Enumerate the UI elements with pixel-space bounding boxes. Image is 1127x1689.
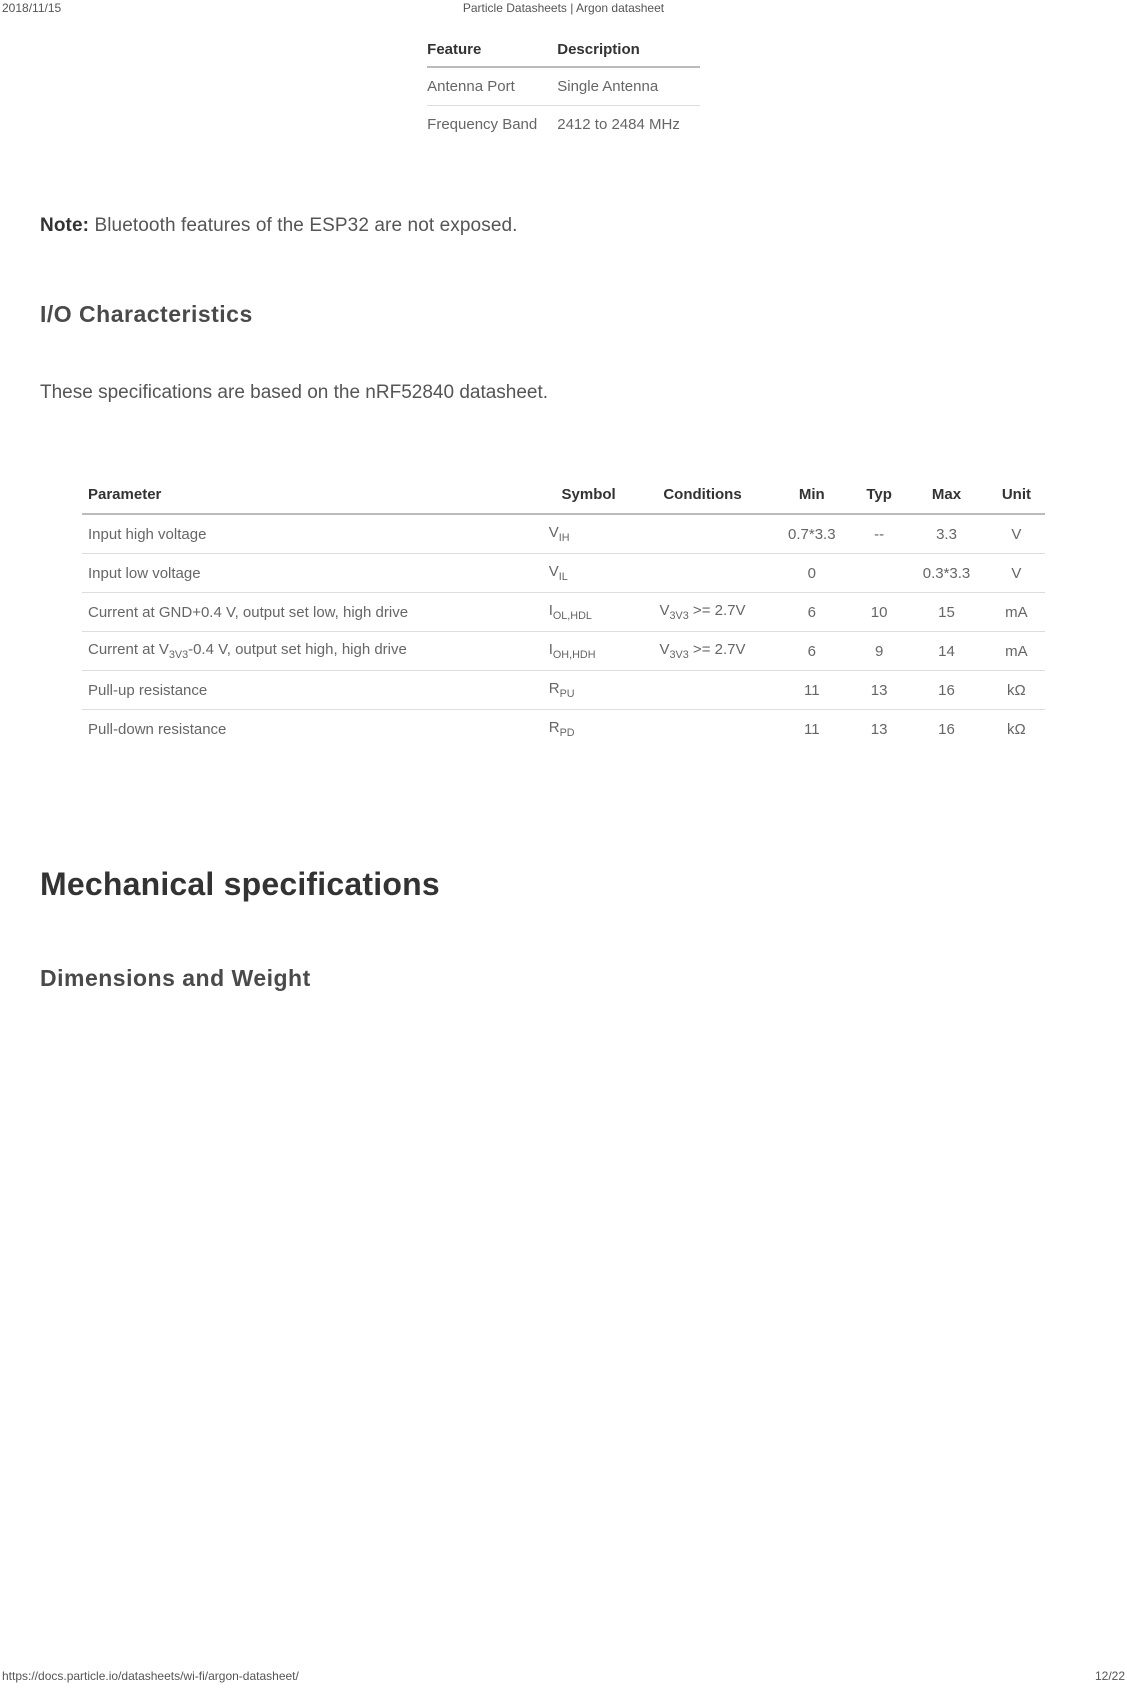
table-row: Current at V3V3-0.4 V, output set high, … [82, 632, 1045, 671]
header-title: Particle Datasheets | Argon datasheet [463, 1, 664, 15]
typ-cell: 13 [853, 710, 905, 749]
mechanical-spec-heading: Mechanical specifications [40, 866, 1087, 903]
table-row: Input high voltageVIH 0.7*3.3--3.3V [82, 514, 1045, 554]
symbol-cell: VIL [543, 554, 635, 593]
description-cell: Single Antenna [557, 67, 700, 106]
footer-page: 12/22 [1095, 1669, 1125, 1683]
table-row: Antenna Port Single Antenna [427, 67, 700, 106]
typ-cell: 10 [853, 593, 905, 632]
table-row: Current at GND+0.4 V, output set low, hi… [82, 593, 1045, 632]
feature-table-container: Feature Description Antenna Port Single … [0, 33, 1127, 143]
col-max: Max [905, 476, 988, 514]
conditions-cell [635, 554, 771, 593]
min-cell: 11 [770, 671, 853, 710]
table-row: Pull-up resistanceRPU 111316kΩ [82, 671, 1045, 710]
print-header: 2018/11/15 Particle Datasheets | Argon d… [0, 0, 1127, 15]
parameter-cell: Current at GND+0.4 V, output set low, hi… [82, 593, 543, 632]
print-footer: https://docs.particle.io/datasheets/wi-f… [0, 1669, 1127, 1683]
symbol-cell: IOL,HDL [543, 593, 635, 632]
symbol-cell: RPD [543, 710, 635, 749]
footer-url: https://docs.particle.io/datasheets/wi-f… [2, 1669, 299, 1683]
feature-cell: Frequency Band [427, 106, 557, 144]
symbol-cell: IOH,HDH [543, 632, 635, 671]
table-row: Frequency Band 2412 to 2484 MHz [427, 106, 700, 144]
min-cell: 0.7*3.3 [770, 514, 853, 554]
note-paragraph: Note: Bluetooth features of the ESP32 ar… [40, 215, 1087, 237]
description-col-header: Description [557, 33, 700, 67]
unit-cell: mA [988, 632, 1045, 671]
typ-cell: 9 [853, 632, 905, 671]
parameter-cell: Input low voltage [82, 554, 543, 593]
unit-cell: kΩ [988, 710, 1045, 749]
parameter-cell: Input high voltage [82, 514, 543, 554]
min-cell: 6 [770, 632, 853, 671]
typ-cell: 13 [853, 671, 905, 710]
header-date: 2018/11/15 [0, 1, 61, 15]
unit-cell: mA [988, 593, 1045, 632]
parameter-cell: Pull-up resistance [82, 671, 543, 710]
col-min: Min [770, 476, 853, 514]
typ-cell: -- [853, 514, 905, 554]
parameter-cell: Pull-down resistance [82, 710, 543, 749]
feature-col-header: Feature [427, 33, 557, 67]
main-content: Note: Bluetooth features of the ESP32 ar… [0, 215, 1127, 992]
min-cell: 11 [770, 710, 853, 749]
io-intro-paragraph: These specifications are based on the nR… [40, 382, 1087, 404]
max-cell: 14 [905, 632, 988, 671]
max-cell: 16 [905, 710, 988, 749]
note-text: Bluetooth features of the ESP32 are not … [89, 215, 517, 236]
table-row: Input low voltageVIL 0 0.3*3.3V [82, 554, 1045, 593]
min-cell: 6 [770, 593, 853, 632]
unit-cell: V [988, 514, 1045, 554]
min-cell: 0 [770, 554, 853, 593]
io-characteristics-heading: I/O Characteristics [40, 301, 1087, 328]
feature-cell: Antenna Port [427, 67, 557, 106]
io-table-container: Parameter Symbol Conditions Min Typ Max … [40, 476, 1087, 748]
feature-table: Feature Description Antenna Port Single … [427, 33, 700, 143]
max-cell: 15 [905, 593, 988, 632]
dimensions-weight-heading: Dimensions and Weight [40, 965, 1087, 992]
conditions-cell [635, 710, 771, 749]
unit-cell: kΩ [988, 671, 1045, 710]
symbol-cell: VIH [543, 514, 635, 554]
conditions-cell [635, 514, 771, 554]
col-parameter: Parameter [82, 476, 543, 514]
col-unit: Unit [988, 476, 1045, 514]
table-row: Pull-down resistanceRPD 111316kΩ [82, 710, 1045, 749]
note-label: Note: [40, 215, 89, 236]
description-cell: 2412 to 2484 MHz [557, 106, 700, 144]
conditions-cell: V3V3 >= 2.7V [635, 593, 771, 632]
parameter-cell: Current at V3V3-0.4 V, output set high, … [82, 632, 543, 671]
conditions-cell: V3V3 >= 2.7V [635, 632, 771, 671]
unit-cell: V [988, 554, 1045, 593]
typ-cell [853, 554, 905, 593]
conditions-cell [635, 671, 771, 710]
io-table: Parameter Symbol Conditions Min Typ Max … [82, 476, 1045, 748]
max-cell: 16 [905, 671, 988, 710]
col-conditions: Conditions [635, 476, 771, 514]
max-cell: 0.3*3.3 [905, 554, 988, 593]
max-cell: 3.3 [905, 514, 988, 554]
symbol-cell: RPU [543, 671, 635, 710]
col-typ: Typ [853, 476, 905, 514]
col-symbol: Symbol [543, 476, 635, 514]
